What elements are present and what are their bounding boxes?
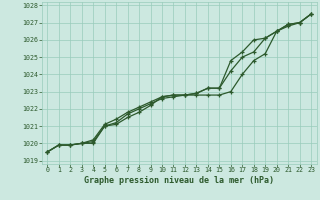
- X-axis label: Graphe pression niveau de la mer (hPa): Graphe pression niveau de la mer (hPa): [84, 176, 274, 185]
